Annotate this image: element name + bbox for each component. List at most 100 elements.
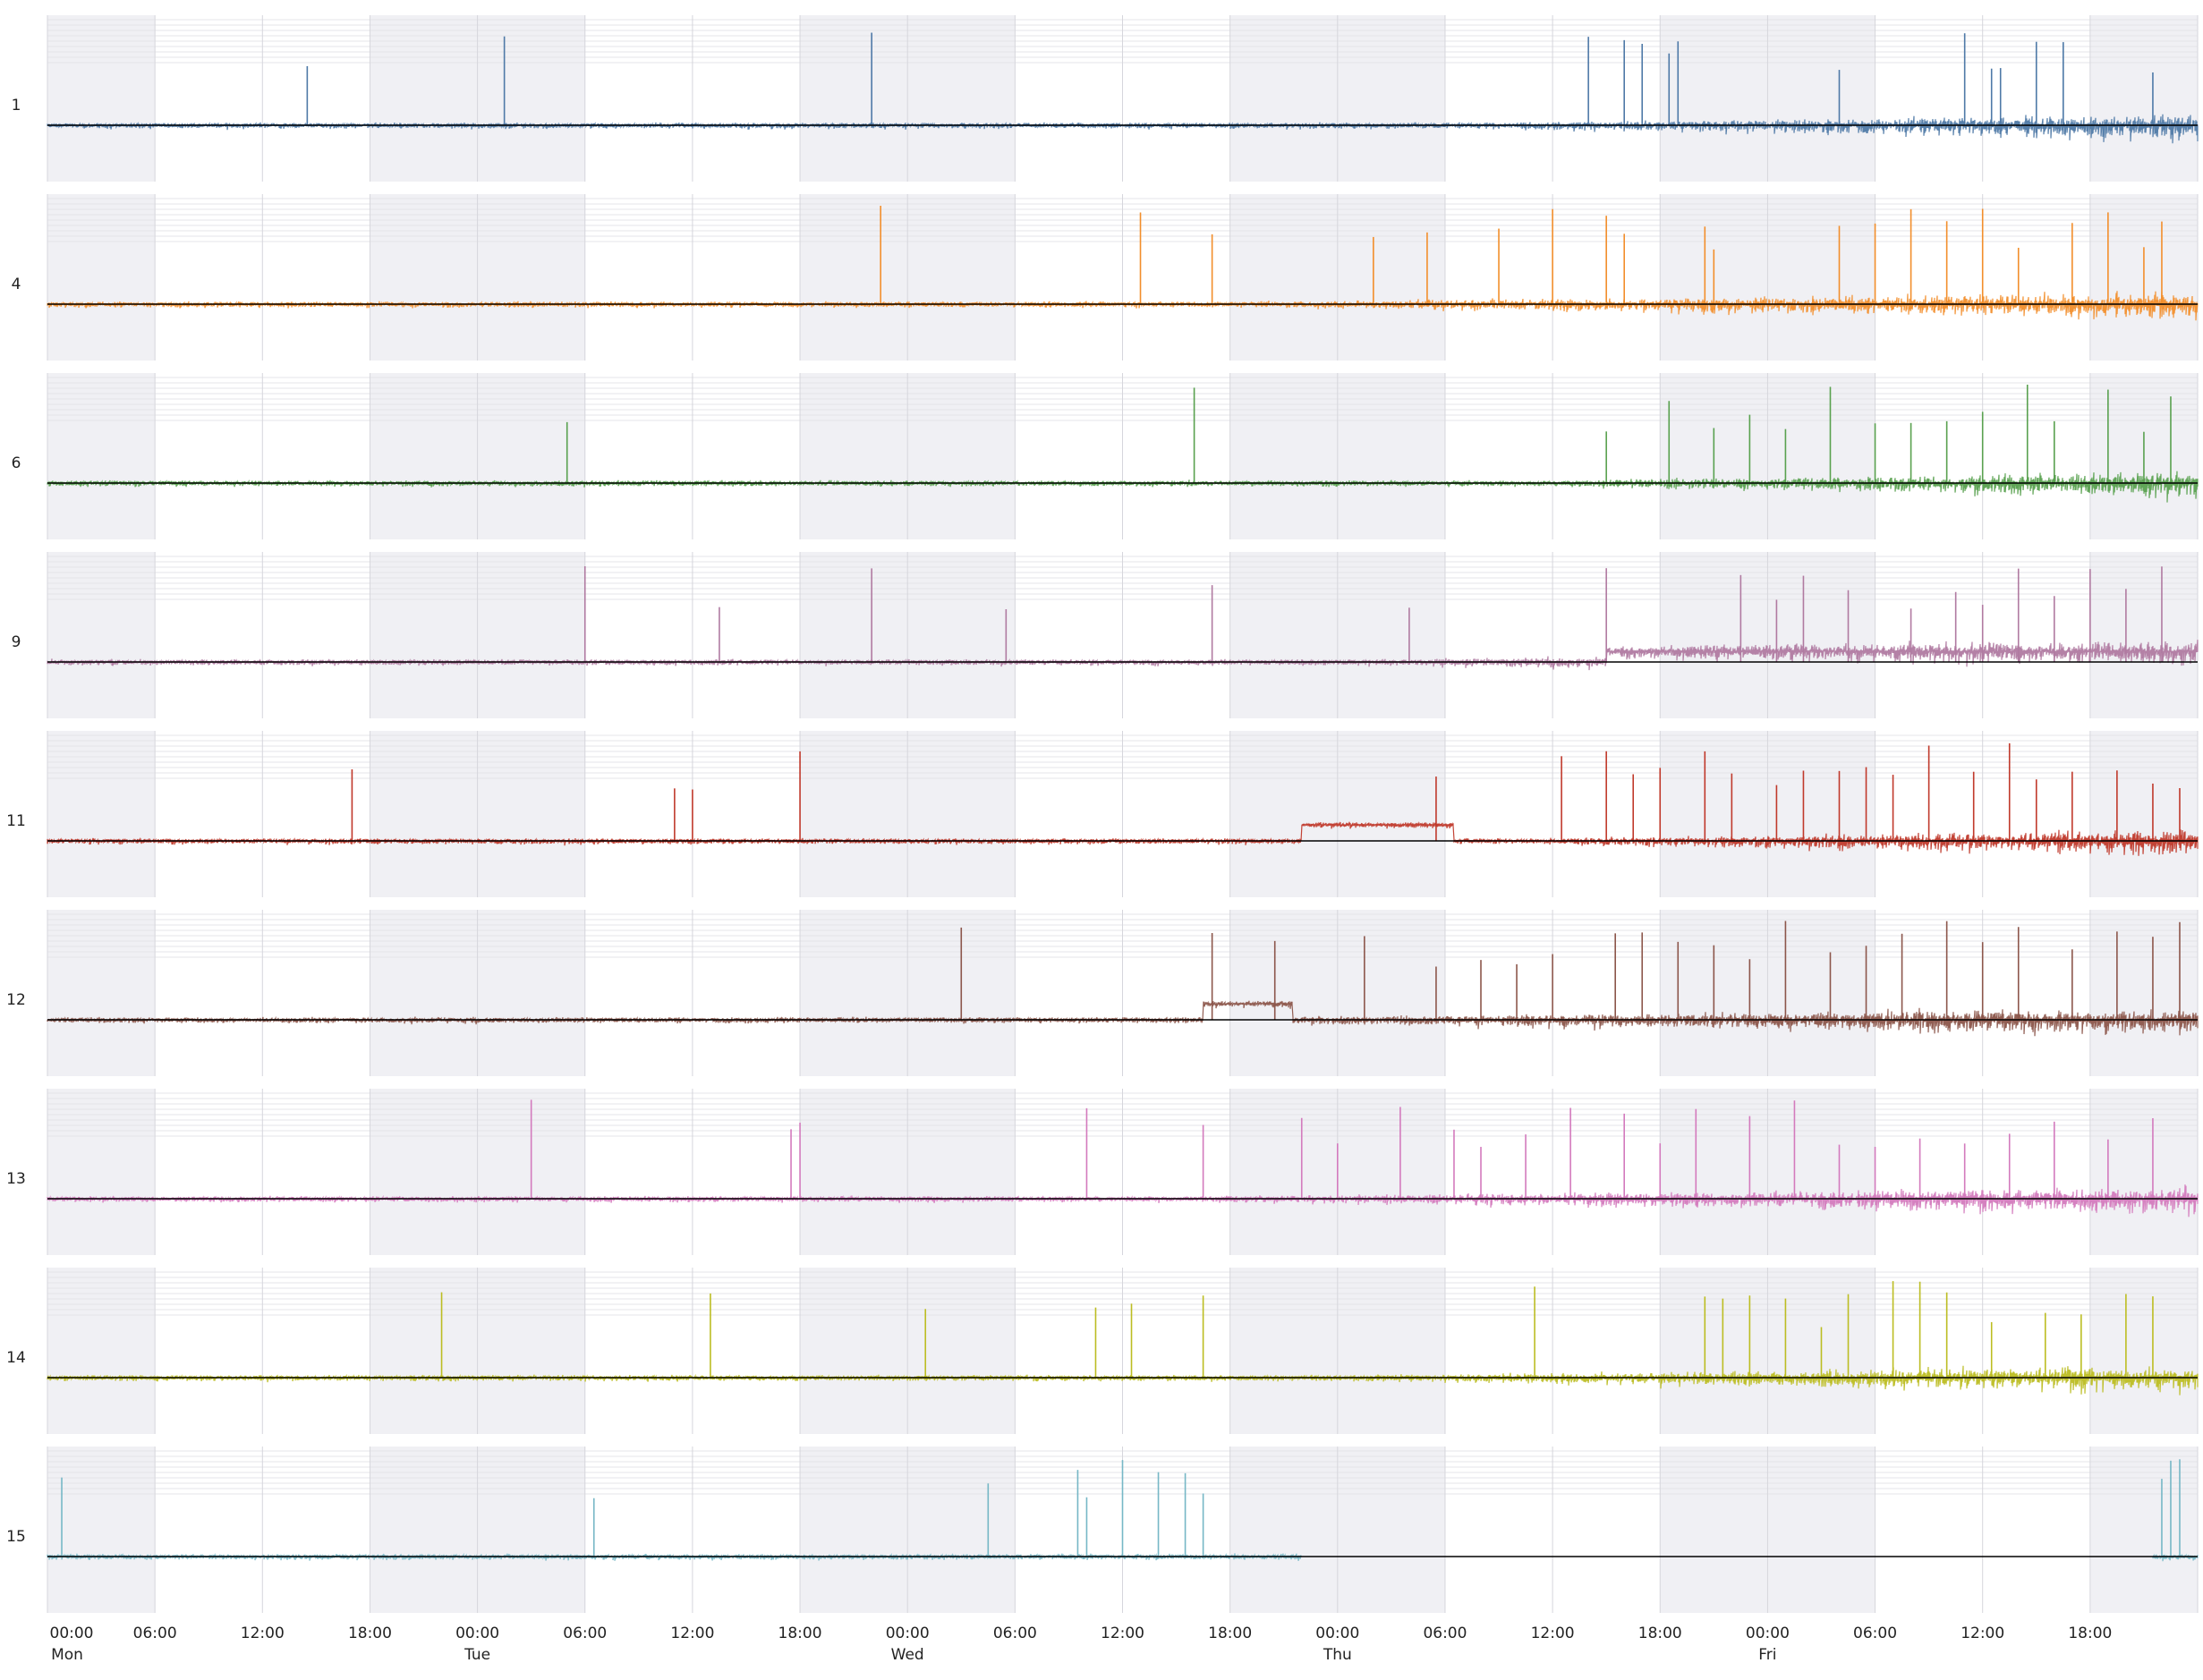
x-tick-label: 12:00 xyxy=(241,1625,285,1642)
x-tick-label: 12:00 xyxy=(1531,1625,1575,1642)
x-tick-label: 00:00 xyxy=(886,1625,930,1642)
x-day-label: Tue xyxy=(464,1646,490,1664)
panel-11: 11 xyxy=(6,731,2199,897)
night-shade xyxy=(2089,552,2198,718)
panel-label-13: 13 xyxy=(6,1170,26,1188)
night-shade xyxy=(477,910,585,1076)
night-shade xyxy=(800,373,908,539)
night-shade xyxy=(907,1089,1016,1255)
night-shade xyxy=(1229,910,1338,1076)
night-shade xyxy=(1660,552,1768,718)
night-shade xyxy=(1337,1268,1445,1434)
night-shade xyxy=(907,552,1016,718)
night-shade xyxy=(1767,910,1876,1076)
night-shade xyxy=(477,15,585,182)
night-shade xyxy=(1767,15,1876,182)
night-shade xyxy=(370,15,478,182)
x-day-label: Mon xyxy=(51,1646,83,1664)
panel-label-14: 14 xyxy=(6,1349,26,1367)
night-shade xyxy=(477,373,585,539)
x-day-label: Thu xyxy=(1323,1646,1352,1664)
panel-label-12: 12 xyxy=(6,991,26,1009)
x-day-label: Wed xyxy=(891,1646,924,1664)
night-shade xyxy=(800,1447,908,1613)
night-shade xyxy=(477,1447,585,1613)
night-shade xyxy=(1337,373,1445,539)
x-tick-label: 00:00 xyxy=(1746,1625,1790,1642)
night-shade xyxy=(370,910,478,1076)
night-shade xyxy=(907,1447,1016,1613)
night-shade xyxy=(1767,552,1876,718)
night-shade xyxy=(1660,1447,1768,1613)
night-shade xyxy=(47,910,156,1076)
night-shade xyxy=(1229,552,1338,718)
night-shade xyxy=(907,373,1016,539)
night-shade xyxy=(370,373,478,539)
night-shade xyxy=(800,552,908,718)
night-shade xyxy=(2089,1268,2198,1434)
x-day-label: Fri xyxy=(1758,1646,1776,1664)
night-shade xyxy=(2089,1089,2198,1255)
x-tick-label: 18:00 xyxy=(348,1625,392,1642)
night-shade xyxy=(1660,731,1768,897)
panel-label-4: 4 xyxy=(12,276,21,293)
x-tick-label: 06:00 xyxy=(563,1625,607,1642)
panel-14: 14 xyxy=(6,1268,2199,1434)
panel-label-9: 9 xyxy=(12,633,21,651)
night-shade xyxy=(800,910,908,1076)
x-tick-label: 00:00 xyxy=(455,1625,499,1642)
panel-13: 13 xyxy=(6,1089,2199,1255)
night-shade xyxy=(1337,1447,1445,1613)
night-shade xyxy=(47,731,156,897)
panel-4: 4 xyxy=(12,194,2199,361)
x-tick-label: 12:00 xyxy=(1101,1625,1144,1642)
night-shade xyxy=(1229,373,1338,539)
night-shade xyxy=(1229,1268,1338,1434)
night-shade xyxy=(477,1268,585,1434)
night-shade xyxy=(477,552,585,718)
night-shade xyxy=(477,194,585,361)
night-shade xyxy=(47,1089,156,1255)
night-shade xyxy=(1660,1089,1768,1255)
night-shade xyxy=(2089,15,2198,182)
night-shade xyxy=(2089,910,2198,1076)
x-tick-label: 18:00 xyxy=(1638,1625,1682,1642)
night-shade xyxy=(2089,731,2198,897)
night-shade xyxy=(477,731,585,897)
night-shade xyxy=(800,1089,908,1255)
night-shade xyxy=(370,552,478,718)
night-shade xyxy=(907,194,1016,361)
panel-label-1: 1 xyxy=(12,97,21,115)
panel-15: 15 xyxy=(6,1447,2199,1613)
x-tick-label: 06:00 xyxy=(993,1625,1037,1642)
night-shade xyxy=(47,373,156,539)
x-tick-label: 06:00 xyxy=(133,1625,177,1642)
x-tick-label: 18:00 xyxy=(2068,1625,2112,1642)
night-shade xyxy=(47,1268,156,1434)
night-shade xyxy=(370,1268,478,1434)
panel-9: 9 xyxy=(12,552,2199,718)
night-shade xyxy=(1767,731,1876,897)
panel-12: 12 xyxy=(6,910,2199,1076)
night-shade xyxy=(1337,910,1445,1076)
night-shade xyxy=(907,1268,1016,1434)
night-shade xyxy=(907,731,1016,897)
series-15-trace xyxy=(47,1552,2199,1562)
night-shade xyxy=(1767,194,1876,361)
night-shade xyxy=(1767,373,1876,539)
night-shade xyxy=(370,1447,478,1613)
night-shade xyxy=(1767,1089,1876,1255)
x-tick-label: 12:00 xyxy=(1961,1625,2004,1642)
x-tick-label: 18:00 xyxy=(1208,1625,1252,1642)
night-shade xyxy=(1229,731,1338,897)
panel-label-15: 15 xyxy=(6,1528,26,1546)
night-shade xyxy=(1660,15,1768,182)
night-shade xyxy=(47,552,156,718)
night-shade xyxy=(1337,15,1445,182)
night-shade xyxy=(1337,1089,1445,1255)
x-tick-label: 18:00 xyxy=(778,1625,822,1642)
night-shade xyxy=(47,194,156,361)
night-shade xyxy=(1229,194,1338,361)
